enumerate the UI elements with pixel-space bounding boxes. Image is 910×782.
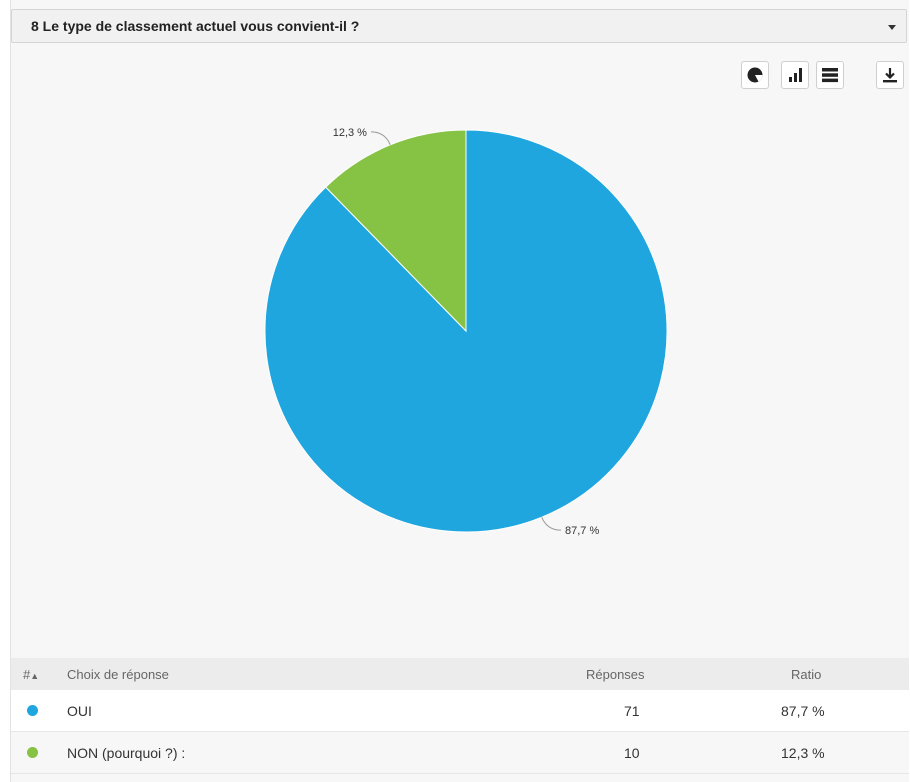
chevron-down-icon[interactable] [888,25,896,30]
table-row: OUI 71 87,7 % [11,690,909,732]
pie-chart: 87,7 % 12,3 % [264,127,668,537]
column-header-ratio[interactable]: Ratio [754,658,909,690]
pie-data-label: 87,7 % [565,525,599,537]
responses-table: #▲ Choix de réponse Réponses Ratio OUI 7… [11,658,909,774]
response-ratio: 12,3 % [754,731,909,774]
column-header-responses[interactable]: Réponses [572,658,754,690]
column-header-choice[interactable]: Choix de réponse [67,658,572,690]
table-row: NON (pourquoi ?) : 10 12,3 % [11,731,909,774]
pie-chart-icon [747,67,763,83]
choice-label: OUI [67,690,572,732]
pie-data-label: 12,3 % [333,127,367,139]
pie-chart-button[interactable] [741,61,769,89]
list-view-button[interactable] [816,61,844,89]
question-title: 8 Le type de classement actuel vous conv… [31,18,360,34]
column-header-number[interactable]: #▲ [11,658,67,690]
response-ratio: 87,7 % [754,690,909,732]
bar-chart-button[interactable] [781,61,809,89]
sort-ascending-icon[interactable]: ▲ [30,670,40,681]
question-header[interactable]: 8 Le type de classement actuel vous conv… [11,9,907,43]
download-icon [883,68,897,83]
bar-chart-icon [789,68,802,82]
label-leader-line [541,516,562,531]
table-header-row: #▲ Choix de réponse Réponses Ratio [11,658,909,690]
download-button[interactable] [876,61,904,89]
response-count: 10 [572,731,754,774]
response-count: 71 [572,690,754,732]
question-panel: 8 Le type de classement actuel vous conv… [10,0,909,782]
choice-label: NON (pourquoi ?) : [67,731,572,774]
legend-dot-non [27,746,38,758]
legend-dot-oui [27,704,38,716]
pie-slice-non[interactable] [324,129,467,333]
list-icon [822,68,838,83]
label-leader-line [370,131,391,146]
